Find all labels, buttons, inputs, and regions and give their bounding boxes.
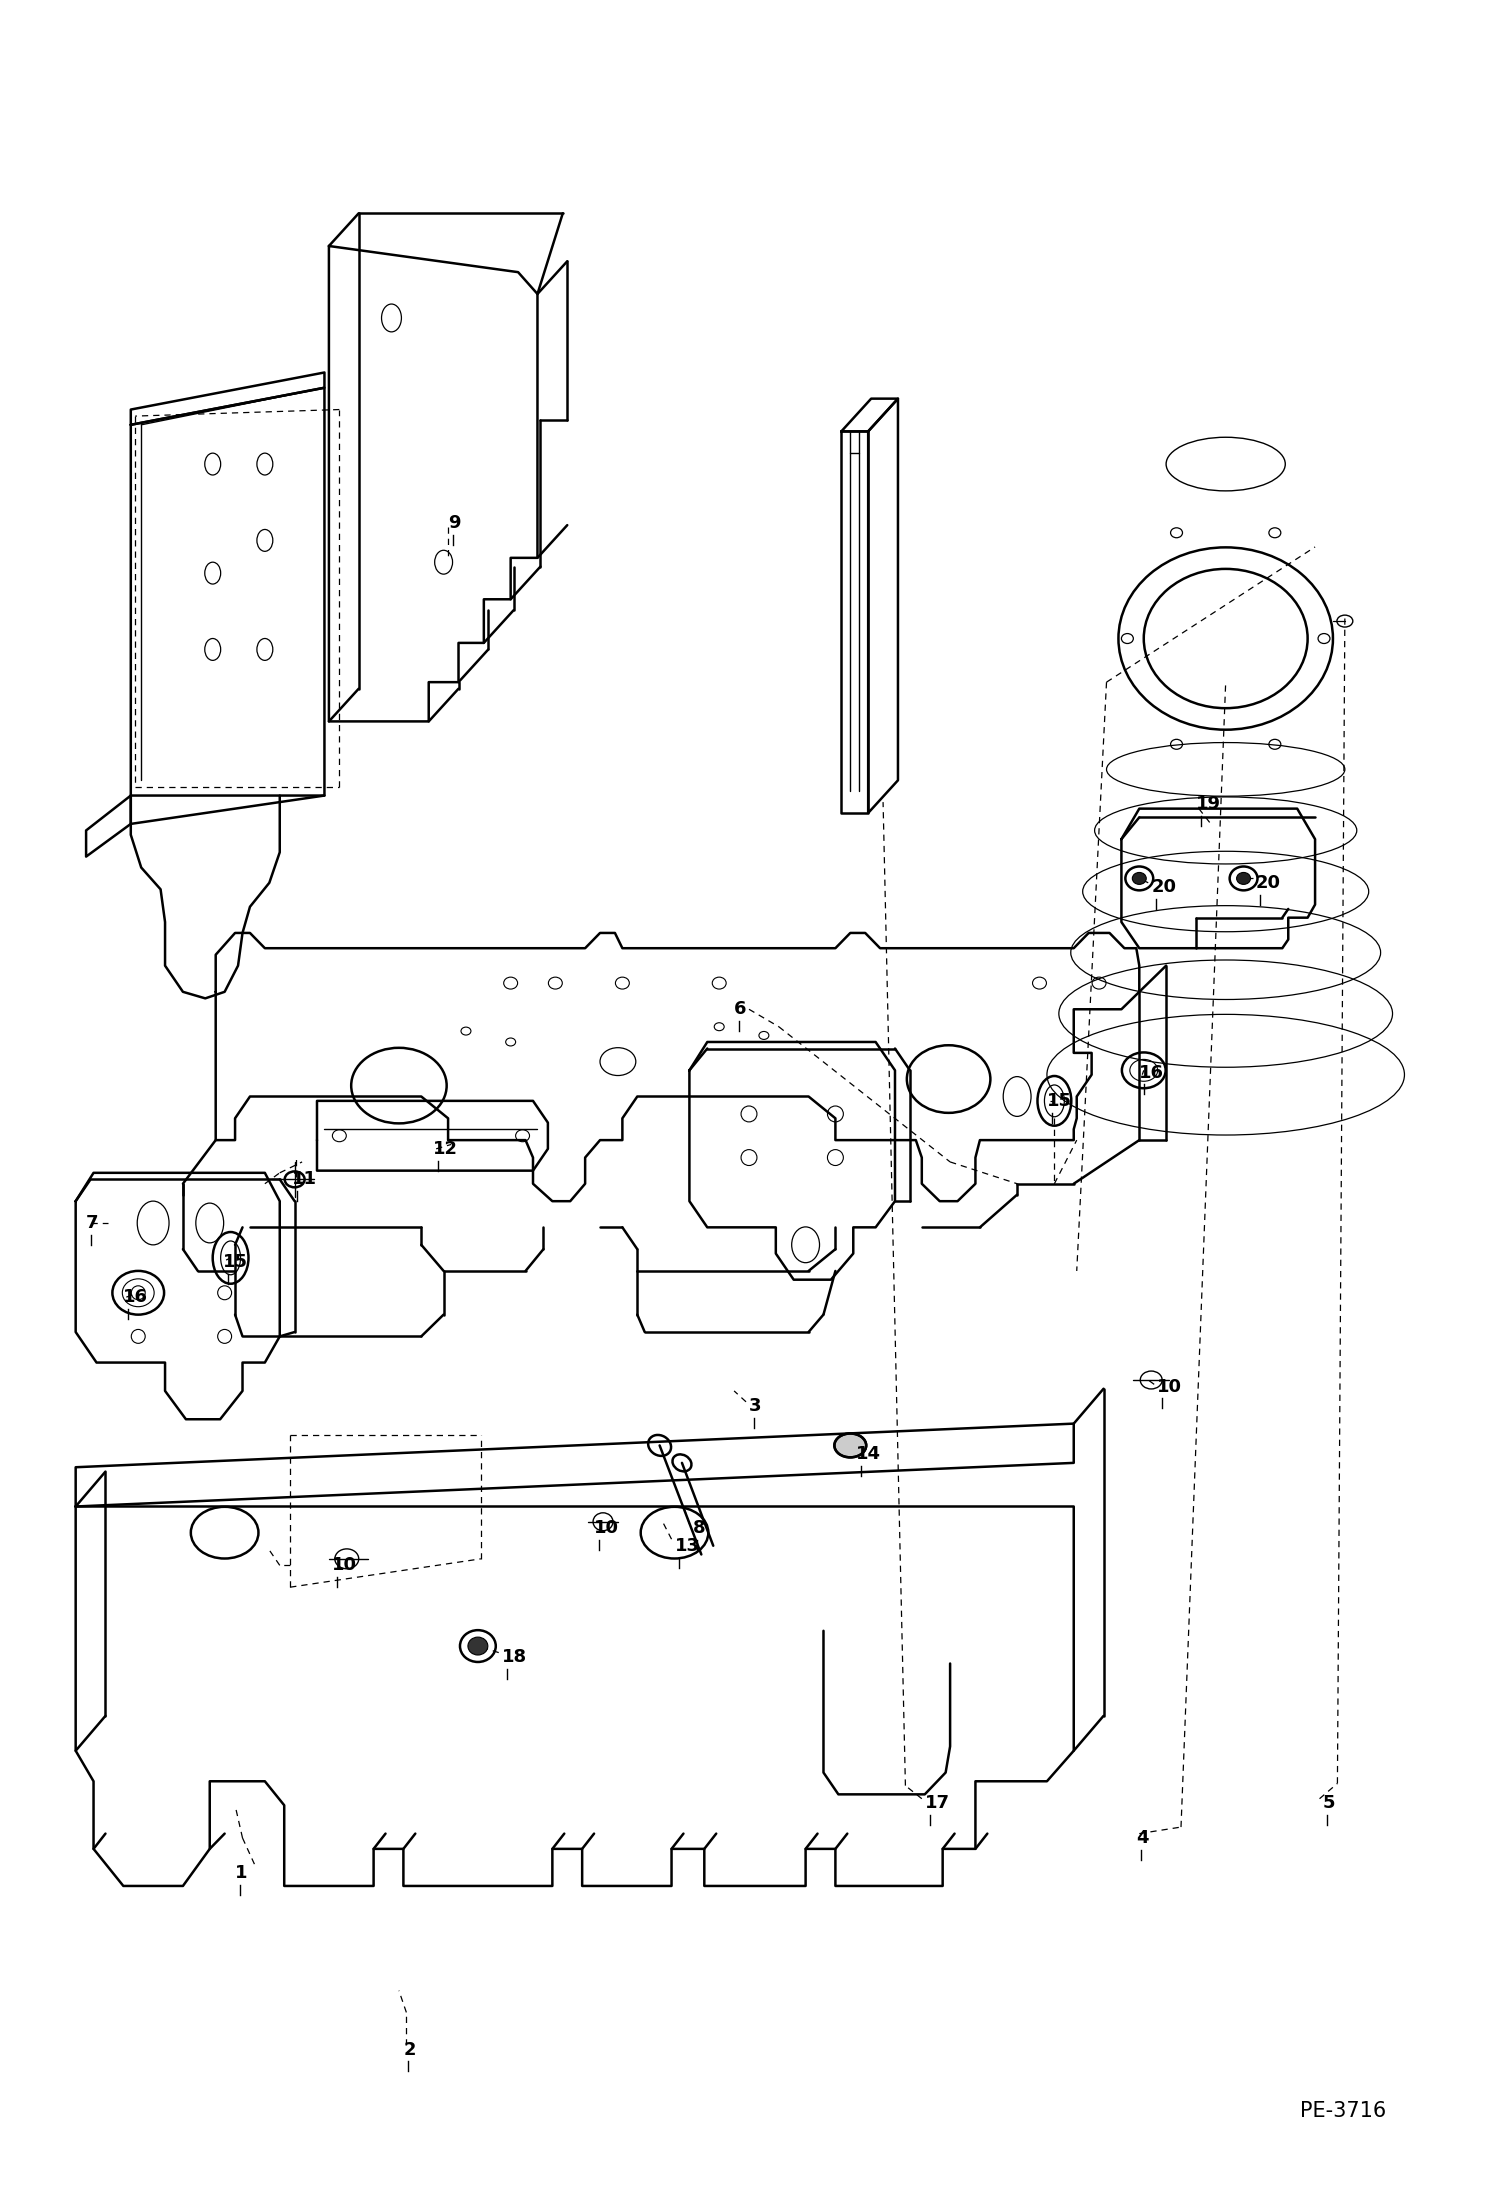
Text: 8: 8: [692, 1520, 706, 1537]
Text: 9: 9: [448, 513, 460, 533]
Text: 15: 15: [1047, 1092, 1073, 1110]
Ellipse shape: [834, 1434, 866, 1458]
Text: 7: 7: [85, 1215, 99, 1232]
Text: 12: 12: [433, 1140, 458, 1158]
Text: 18: 18: [502, 1647, 527, 1667]
Text: PE-3716: PE-3716: [1300, 2101, 1387, 2121]
Text: 14: 14: [857, 1445, 881, 1463]
Ellipse shape: [1237, 873, 1251, 884]
Text: 10: 10: [1156, 1377, 1182, 1395]
Text: 10: 10: [595, 1520, 619, 1537]
Text: 17: 17: [924, 1794, 950, 1811]
Ellipse shape: [1132, 873, 1146, 884]
Ellipse shape: [467, 1638, 488, 1656]
Text: 2: 2: [403, 2039, 416, 2059]
Text: 6: 6: [734, 1000, 746, 1018]
Text: 5: 5: [1323, 1794, 1335, 1811]
Text: 10: 10: [333, 1557, 357, 1575]
Text: 4: 4: [1137, 1829, 1149, 1847]
Text: 13: 13: [674, 1537, 700, 1555]
Text: 16: 16: [123, 1287, 148, 1307]
Text: 3: 3: [749, 1397, 761, 1414]
Text: 11: 11: [292, 1171, 316, 1189]
Text: 19: 19: [1195, 796, 1221, 814]
Text: 1: 1: [235, 1864, 247, 1882]
Text: 20: 20: [1150, 877, 1176, 897]
Text: 20: 20: [1255, 873, 1281, 893]
Text: 15: 15: [223, 1252, 249, 1272]
Text: 16: 16: [1140, 1064, 1164, 1081]
